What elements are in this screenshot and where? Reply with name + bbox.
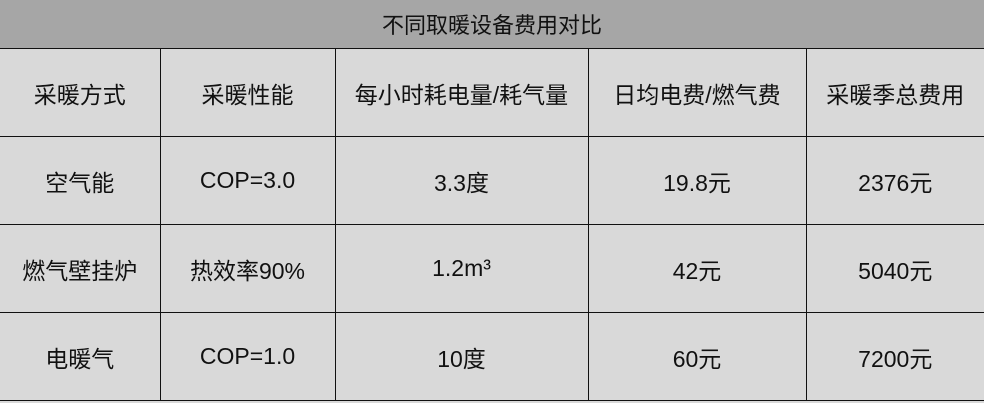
table-title: 不同取暖设备费用对比 — [0, 0, 984, 49]
header-cell: 采暖季总费用 — [805, 49, 984, 137]
table-row: 电暖气 COP=1.0 10度 60元 7200元 — [0, 312, 984, 401]
header-row: 采暖方式 采暖性能 每小时耗电量/耗气量 日均电费/燃气费 采暖季总费用 — [0, 49, 984, 137]
header-cell: 采暖方式 — [0, 49, 161, 137]
table-row: 空气能 COP=3.0 3.3度 19.8元 2376元 — [0, 136, 984, 225]
table-cell: 电暖气 — [0, 312, 161, 401]
table-cell: 5040元 — [805, 224, 984, 313]
table-cell: 燃气壁挂炉 — [0, 224, 161, 313]
table-cell: 60元 — [587, 312, 807, 401]
header-cell: 每小时耗电量/耗气量 — [334, 49, 589, 137]
comparison-table: 采暖方式 采暖性能 每小时耗电量/耗气量 日均电费/燃气费 采暖季总费用 空气能… — [0, 49, 984, 401]
header-cell: 采暖性能 — [159, 49, 336, 137]
table-cell: 10度 — [334, 312, 589, 401]
table-cell: COP=3.0 — [159, 136, 336, 225]
table-cell: 19.8元 — [587, 136, 807, 225]
table-cell: 42元 — [587, 224, 807, 313]
table-cell: 2376元 — [805, 136, 984, 225]
table-cell: COP=1.0 — [159, 312, 336, 401]
table-cell: 7200元 — [805, 312, 984, 401]
table-cell: 1.2m³ — [334, 224, 589, 313]
table-row: 燃气壁挂炉 热效率90% 1.2m³ 42元 5040元 — [0, 224, 984, 313]
table-cell: 空气能 — [0, 136, 161, 225]
header-cell: 日均电费/燃气费 — [587, 49, 807, 137]
table-cell: 3.3度 — [334, 136, 589, 225]
table-cell: 热效率90% — [159, 224, 336, 313]
